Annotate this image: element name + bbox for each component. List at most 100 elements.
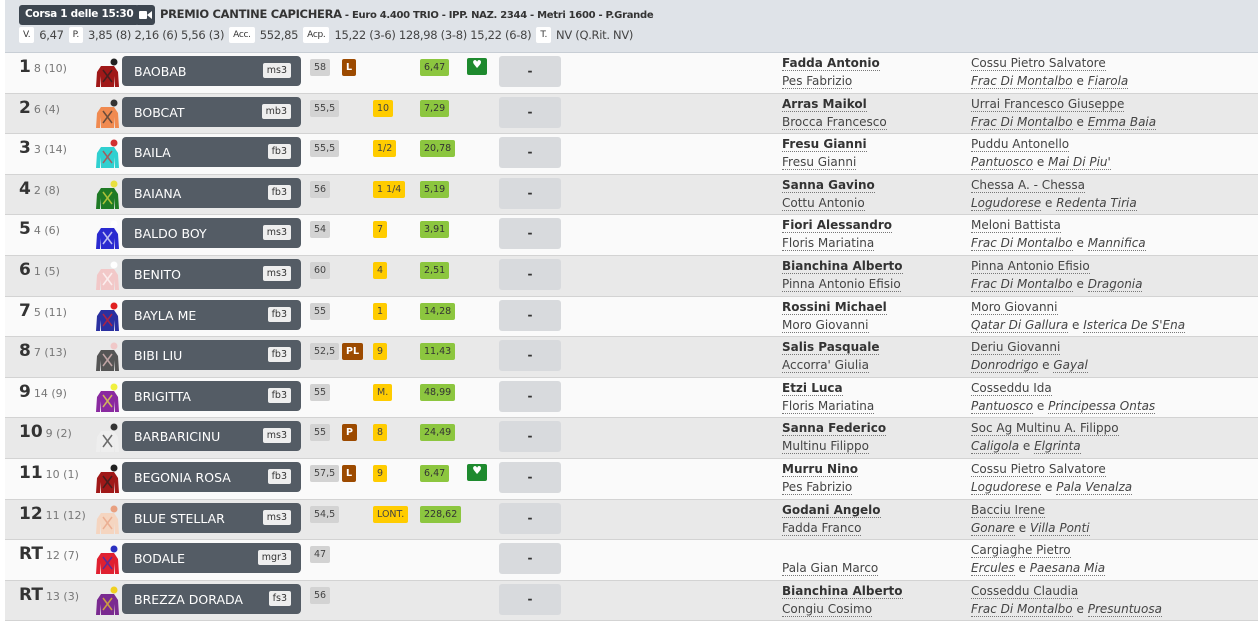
sire-link[interactable]: Ercules: [971, 561, 1015, 577]
owner-link[interactable]: Bacciu Irene: [971, 502, 1046, 518]
trainer-link[interactable]: Multinu Filippo: [782, 439, 869, 455]
race-label-badge[interactable]: Corsa 1 delle 15:30: [19, 5, 140, 25]
sire-link[interactable]: Gonare: [971, 520, 1015, 536]
dam-link[interactable]: Gayal: [1053, 358, 1088, 374]
trainer-link[interactable]: Pes Fabrizio: [782, 74, 853, 89]
jockey-link[interactable]: Sanna Gavino: [782, 177, 875, 193]
trainer-link[interactable]: Floris Mariatina: [782, 398, 875, 414]
horse-name-button[interactable]: BAOBAB ms3: [122, 56, 301, 86]
jockey-link[interactable]: Etzi Luca: [782, 380, 843, 396]
heart-icon[interactable]: ♥: [467, 463, 487, 481]
video-camera-icon[interactable]: [135, 5, 155, 25]
trainer-link[interactable]: Pinna Antonio Efisio: [782, 276, 901, 292]
jockey-link[interactable]: Godani Angelo: [782, 502, 881, 518]
jockey-link[interactable]: Fadda Antonio: [782, 56, 880, 71]
horse-name-button[interactable]: BLUE STELLAR ms3: [122, 502, 301, 533]
sire-link[interactable]: Logudorese: [971, 479, 1042, 495]
sire-link[interactable]: Frac Di Montalbo: [971, 74, 1073, 89]
jockey-link[interactable]: Fresu Gianni: [782, 137, 867, 153]
sire-link[interactable]: Frac Di Montalbo: [971, 276, 1073, 292]
trainer-link[interactable]: Congiu Cosimo: [782, 601, 873, 617]
horse-name-button[interactable]: BAYLA ME fb3: [122, 299, 301, 330]
horse-name-button[interactable]: BENITO ms3: [122, 258, 301, 289]
dam-link[interactable]: Redenta Tiria: [1056, 195, 1137, 211]
horse-name-button[interactable]: BIBI LIU fb3: [122, 340, 301, 371]
result-button[interactable]: -: [499, 583, 561, 615]
trainer-link[interactable]: Pala Gian Marco: [782, 561, 879, 577]
dam-link[interactable]: Principessa Ontas: [1048, 398, 1156, 414]
result-button[interactable]: -: [499, 56, 561, 87]
jockey-link[interactable]: Arras Maikol: [782, 96, 867, 112]
owner-link[interactable]: Urrai Francesco Giuseppe: [971, 96, 1125, 112]
result-button[interactable]: -: [499, 137, 561, 169]
dam-link[interactable]: Mannifica: [1087, 236, 1146, 252]
horse-name-button[interactable]: BAIANA fb3: [122, 177, 301, 208]
owner-link[interactable]: Cosseddu Claudia: [971, 583, 1079, 599]
owner-link[interactable]: Puddu Antonello: [971, 137, 1070, 153]
jockey-link[interactable]: Fiori Alessandro: [782, 218, 892, 234]
sire-link[interactable]: Logudorese: [971, 195, 1042, 211]
sire-link[interactable]: Pantuosco: [971, 398, 1034, 414]
dam-link[interactable]: Elgrinta: [1034, 439, 1081, 455]
heart-icon[interactable]: ♥: [467, 58, 487, 75]
owner-link[interactable]: Cossu Pietro Salvatore: [971, 56, 1106, 71]
horse-name-button[interactable]: BAILA fb3: [122, 137, 301, 168]
jockey-link[interactable]: Salis Pasquale: [782, 340, 880, 356]
sire-link[interactable]: Frac Di Montalbo: [971, 114, 1073, 130]
result-button[interactable]: -: [499, 258, 561, 290]
trainer-link[interactable]: Fadda Franco: [782, 520, 862, 536]
dam-link[interactable]: Fiarola: [1087, 74, 1129, 89]
dam-link[interactable]: Paesana Mia: [1029, 561, 1106, 577]
result-button[interactable]: -: [499, 218, 561, 250]
trainer-link[interactable]: Moro Giovanni: [782, 317, 869, 333]
result-button[interactable]: -: [499, 421, 561, 453]
trainer-link[interactable]: Accorra' Giulia: [782, 358, 869, 374]
dam-link[interactable]: Dragonia: [1087, 276, 1143, 292]
result-button[interactable]: -: [499, 177, 561, 209]
trainer-link[interactable]: Cottu Antonio: [782, 195, 865, 211]
result-button[interactable]: -: [499, 502, 561, 534]
dam-link[interactable]: Presuntuosa: [1087, 601, 1162, 617]
horse-name-button[interactable]: BOBCAT mb3: [122, 96, 301, 127]
dam-link[interactable]: Pala Venalza: [1056, 479, 1133, 495]
jockey-link[interactable]: Rossini Michael: [782, 299, 887, 315]
owner-link[interactable]: Deriu Giovanni: [971, 340, 1061, 356]
owner-link[interactable]: Chessa A. - Chessa: [971, 177, 1086, 193]
owner-link[interactable]: Moro Giovanni: [971, 299, 1058, 315]
sire-link[interactable]: Qatar Di Gallura: [971, 317, 1069, 333]
dam-link[interactable]: Isterica De S'Ena: [1083, 317, 1186, 333]
sire-link[interactable]: Donrodrigo: [971, 358, 1039, 374]
result-button[interactable]: -: [499, 543, 561, 575]
owner-link[interactable]: Cargiaghe Pietro: [971, 543, 1071, 559]
horse-name-button[interactable]: BODALE mgr3: [122, 543, 301, 574]
jockey-link[interactable]: Murru Nino: [782, 461, 858, 477]
jockey-link[interactable]: Bianchina Alberto: [782, 258, 903, 274]
owner-link[interactable]: Cossu Pietro Salvatore: [971, 461, 1106, 477]
sire-link[interactable]: Pantuosco: [971, 155, 1034, 171]
trainer-link[interactable]: Pes Fabrizio: [782, 479, 853, 495]
horse-name-button[interactable]: BEGONIA ROSA fb3: [122, 461, 301, 492]
trainer-link[interactable]: Fresu Gianni: [782, 155, 857, 171]
sire-link[interactable]: Caligola: [971, 439, 1020, 455]
dam-link[interactable]: Emma Baia: [1087, 114, 1157, 130]
result-button[interactable]: -: [499, 340, 561, 372]
result-button[interactable]: -: [499, 96, 561, 128]
result-button[interactable]: -: [499, 299, 561, 331]
result-button[interactable]: -: [499, 461, 561, 493]
horse-name-button[interactable]: BRIGITTA fb3: [122, 380, 301, 411]
horse-name-button[interactable]: BREZZA DORADA fs3: [122, 583, 301, 614]
result-button[interactable]: -: [499, 380, 561, 412]
owner-link[interactable]: Soc Ag Multinu A. Filippo: [971, 421, 1119, 437]
sire-link[interactable]: Frac Di Montalbo: [971, 601, 1073, 617]
dam-link[interactable]: Mai Di Piu': [1048, 155, 1111, 171]
trainer-link[interactable]: Brocca Francesco: [782, 114, 887, 130]
owner-link[interactable]: Cosseddu Ida: [971, 380, 1052, 396]
sire-link[interactable]: Frac Di Montalbo: [971, 236, 1073, 252]
jockey-link[interactable]: Bianchina Alberto: [782, 583, 903, 599]
owner-link[interactable]: Pinna Antonio Efisio: [971, 258, 1090, 274]
horse-name-button[interactable]: BARBARICINU ms3: [122, 421, 301, 452]
jockey-link[interactable]: Sanna Federico: [782, 421, 887, 437]
trainer-link[interactable]: Floris Mariatina: [782, 236, 875, 252]
horse-name-button[interactable]: BALDO BOY ms3: [122, 218, 301, 249]
owner-link[interactable]: Meloni Battista: [971, 218, 1061, 234]
